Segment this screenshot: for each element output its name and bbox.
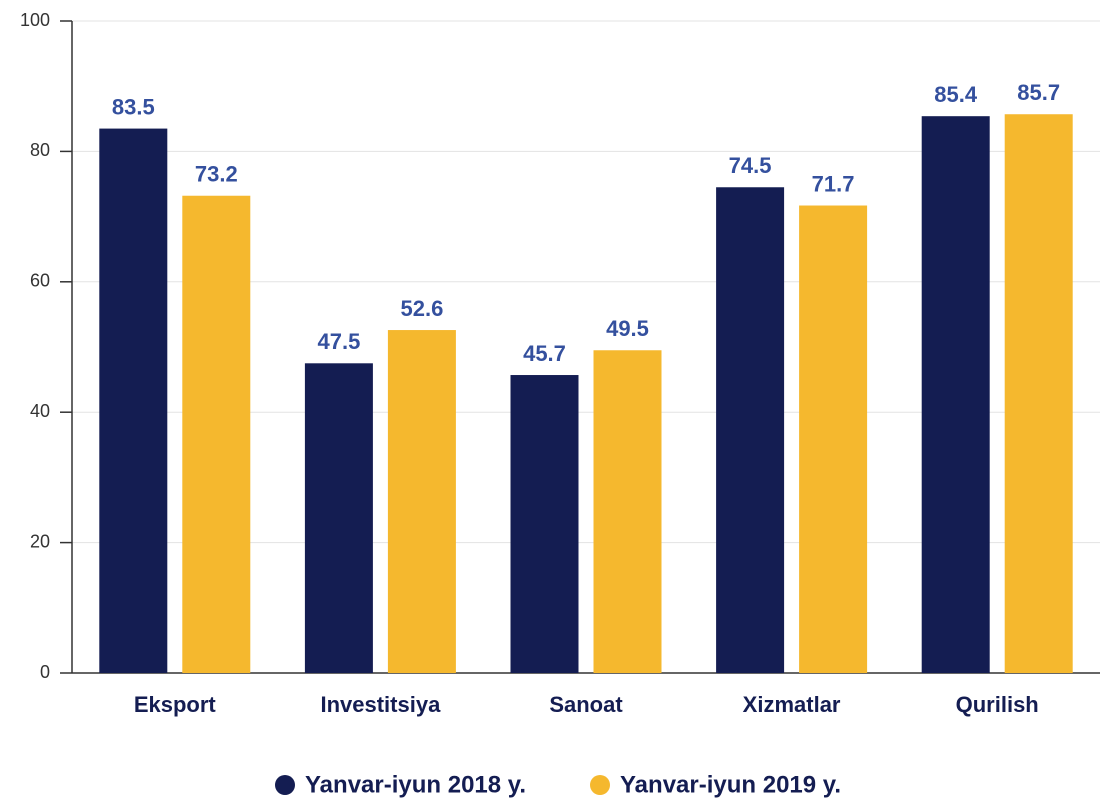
data-label: 52.6 <box>400 296 443 321</box>
bar <box>99 128 168 673</box>
y-tick-label: 60 <box>30 271 50 291</box>
bar <box>510 375 579 673</box>
x-tick-label: Xizmatlar <box>743 692 841 717</box>
data-label: 85.7 <box>1017 80 1060 105</box>
data-label: 71.7 <box>812 171 855 196</box>
bar <box>1004 114 1073 673</box>
x-tick-label: Qurilish <box>956 692 1039 717</box>
bar <box>593 350 662 673</box>
legend-marker <box>275 775 295 795</box>
bar <box>921 116 990 673</box>
bar <box>304 363 373 673</box>
legend-label: Yanvar-iyun 2019 y. <box>620 771 841 798</box>
y-tick-label: 0 <box>40 662 50 682</box>
legend-label: Yanvar-iyun 2018 y. <box>305 771 526 798</box>
x-tick-label: Sanoat <box>549 692 623 717</box>
y-tick-label: 100 <box>20 10 50 30</box>
data-label: 73.2 <box>195 162 238 187</box>
data-label: 45.7 <box>523 341 566 366</box>
data-label: 49.5 <box>606 316 649 341</box>
legend-marker <box>590 775 610 795</box>
data-label: 85.4 <box>934 82 978 107</box>
y-tick-label: 40 <box>30 401 50 421</box>
bar <box>387 330 456 673</box>
x-tick-label: Investitsiya <box>320 692 441 717</box>
y-tick-label: 20 <box>30 531 50 551</box>
bar <box>799 205 868 674</box>
bar <box>716 187 785 673</box>
y-tick-label: 80 <box>30 140 50 160</box>
data-label: 74.5 <box>729 153 772 178</box>
data-label: 47.5 <box>317 329 360 354</box>
bar <box>182 195 251 673</box>
data-label: 83.5 <box>112 94 155 119</box>
x-tick-label: Eksport <box>134 692 217 717</box>
